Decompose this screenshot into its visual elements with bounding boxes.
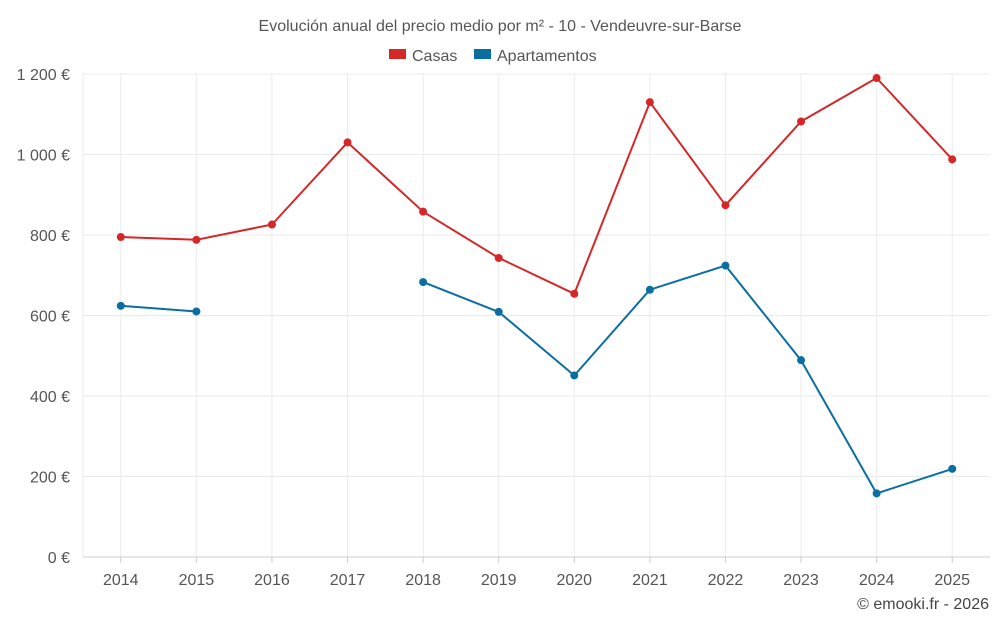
- legend-swatch-apartamentos: [474, 49, 491, 59]
- y-tick-label: 0 €: [48, 550, 70, 567]
- data-point-casas-2025[interactable]: [948, 155, 957, 164]
- data-point-apartamentos-2020[interactable]: [570, 371, 579, 380]
- data-point-casas-2014[interactable]: [116, 233, 125, 242]
- data-point-casas-2023[interactable]: [797, 117, 806, 126]
- legend-swatch-casas: [389, 49, 406, 59]
- series-line-apartamentos: [422, 264, 953, 495]
- legend-label-apartamentos: Apartamentos: [497, 48, 597, 65]
- x-tick-label: 2016: [254, 572, 290, 589]
- data-point-casas-2020[interactable]: [570, 289, 579, 298]
- data-point-casas-2021[interactable]: [645, 98, 654, 107]
- x-tick-label: 2023: [783, 572, 819, 589]
- x-tick-label: 2025: [934, 572, 970, 589]
- data-point-casas-2019[interactable]: [494, 253, 503, 262]
- data-point-casas-2015[interactable]: [192, 235, 201, 244]
- y-tick-label: 400 €: [30, 389, 70, 406]
- data-point-apartamentos-2025[interactable]: [948, 464, 957, 473]
- series: [116, 74, 957, 498]
- y-tick-label: 1 000 €: [17, 148, 70, 165]
- legend-item-casas[interactable]: Casas: [389, 48, 457, 65]
- chart-title: Evolución anual del precio medio por m² …: [259, 18, 742, 35]
- x-tick-label: 2014: [103, 572, 139, 589]
- data-point-casas-2024[interactable]: [872, 74, 881, 83]
- legend: Casas Apartamentos: [389, 48, 597, 65]
- y-tick-label: 200 €: [30, 470, 70, 487]
- y-axis: 0 € 200 € 400 € 600 € 800 € 1 000 € 1 200 €: [17, 67, 84, 567]
- x-tick-label: 2022: [708, 572, 744, 589]
- x-tick-label: 2021: [632, 572, 668, 589]
- data-point-apartamentos-2018[interactable]: [419, 278, 428, 287]
- series-line-apartamentos: [120, 304, 197, 313]
- x-tick-label: 2019: [481, 572, 517, 589]
- x-tick-label: 2017: [330, 572, 366, 589]
- data-point-apartamentos-2014[interactable]: [116, 301, 125, 310]
- data-point-apartamentos-2023[interactable]: [797, 356, 806, 365]
- data-point-casas-2016[interactable]: [267, 220, 276, 229]
- series-line-casas: [120, 77, 953, 295]
- legend-item-apartamentos[interactable]: Apartamentos: [474, 48, 597, 65]
- data-point-casas-2017[interactable]: [343, 138, 352, 147]
- x-tick-label: 2015: [179, 572, 215, 589]
- x-tick-label: 2020: [556, 572, 592, 589]
- credit-text: © emooki.fr - 2026: [857, 596, 989, 613]
- data-point-casas-2018[interactable]: [419, 207, 428, 216]
- y-tick-label: 600 €: [30, 309, 70, 326]
- x-tick-label: 2018: [405, 572, 441, 589]
- data-point-apartamentos-2021[interactable]: [645, 285, 654, 294]
- x-tick-label: 2024: [859, 572, 895, 589]
- legend-label-casas: Casas: [412, 48, 457, 65]
- y-tick-label: 800 €: [30, 228, 70, 245]
- data-point-apartamentos-2024[interactable]: [872, 489, 881, 498]
- x-axis: 2014 2015 2016 2017 2018 2019 2020 2021 2022 2023…: [83, 556, 990, 589]
- data-point-apartamentos-2015[interactable]: [192, 307, 201, 316]
- data-point-casas-2022[interactable]: [721, 201, 730, 210]
- data-point-apartamentos-2019[interactable]: [494, 307, 503, 316]
- grid: [83, 73, 990, 557]
- y-tick-label: 1 200 €: [17, 67, 70, 84]
- data-point-apartamentos-2022[interactable]: [721, 261, 730, 270]
